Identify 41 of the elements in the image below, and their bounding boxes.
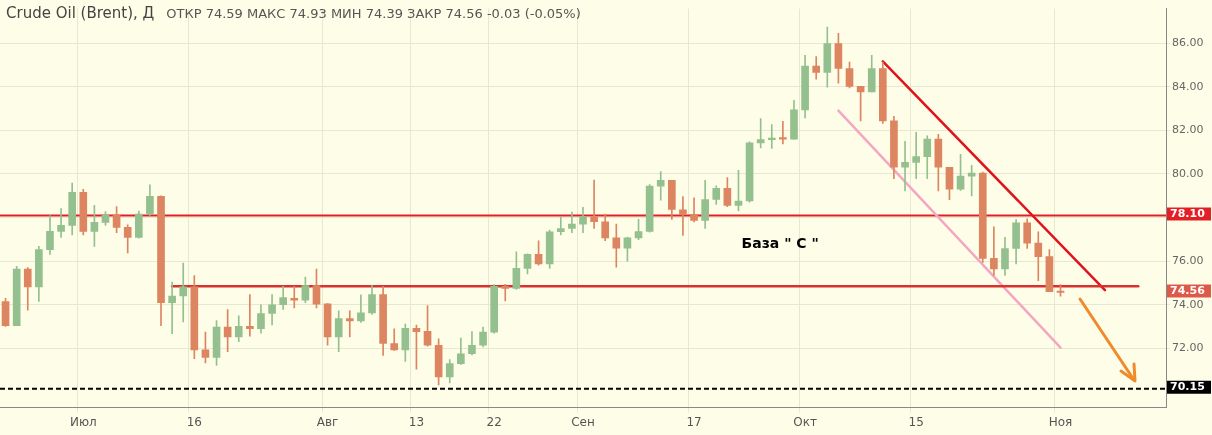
y-tick-label: 74.00 bbox=[1172, 297, 1204, 311]
candlestick bbox=[246, 294, 254, 337]
x-tick-label: 13 bbox=[408, 414, 425, 429]
x-tick-label: 17 bbox=[686, 414, 702, 429]
ref-line-label: 78.10 bbox=[1170, 206, 1206, 220]
y-tick-label: 80.00 bbox=[1172, 166, 1204, 180]
y-tick-label: 82.00 bbox=[1172, 123, 1204, 137]
annotation: База " C " bbox=[741, 234, 819, 251]
candlestick bbox=[612, 223, 621, 268]
x-tick-label: Ноя bbox=[1048, 414, 1073, 429]
x-tick-label: Сен bbox=[571, 414, 595, 429]
candlestick bbox=[912, 132, 920, 180]
candlestick bbox=[168, 281, 176, 335]
x-tick-label: 16 bbox=[186, 414, 202, 429]
x-tick-label: Авг bbox=[316, 414, 339, 429]
candlestick bbox=[901, 140, 909, 192]
y-tick-label: 86.00 bbox=[1172, 36, 1204, 50]
candlestick bbox=[57, 208, 65, 238]
candlestick bbox=[990, 226, 998, 276]
candlestick bbox=[501, 283, 510, 302]
x-tick-label: 22 bbox=[486, 414, 502, 429]
x-tick-label: Окт bbox=[793, 414, 817, 429]
candlestick bbox=[656, 171, 665, 201]
x-tick-label: 15 bbox=[908, 414, 924, 429]
candlestick bbox=[556, 217, 565, 236]
candlestick bbox=[679, 196, 687, 236]
x-tick-label: Июл bbox=[69, 414, 97, 429]
candlestick bbox=[345, 310, 354, 338]
candlestick bbox=[779, 120, 787, 145]
chart-title: Crude Oil (Brent), Д bbox=[6, 4, 155, 22]
text: 74.56 bbox=[1170, 283, 1206, 297]
candlestick bbox=[756, 118, 765, 149]
y-tick-label: 84.00 bbox=[1172, 79, 1204, 93]
y-tick-label: 72.00 bbox=[1172, 341, 1204, 355]
candlestick bbox=[568, 211, 576, 233]
candlestick bbox=[179, 262, 188, 323]
ref-line-label: 70.15 bbox=[1170, 380, 1205, 393]
candlestick bbox=[767, 124, 776, 149]
chart-subtitle: ОТКР 74.59 МАКС 74.93 МИН 74.39 ЗАКР 74.56 -0.03 (-0.05%) bbox=[166, 6, 581, 21]
y-tick-label: 76.00 bbox=[1172, 254, 1204, 268]
candlestick bbox=[590, 179, 598, 229]
